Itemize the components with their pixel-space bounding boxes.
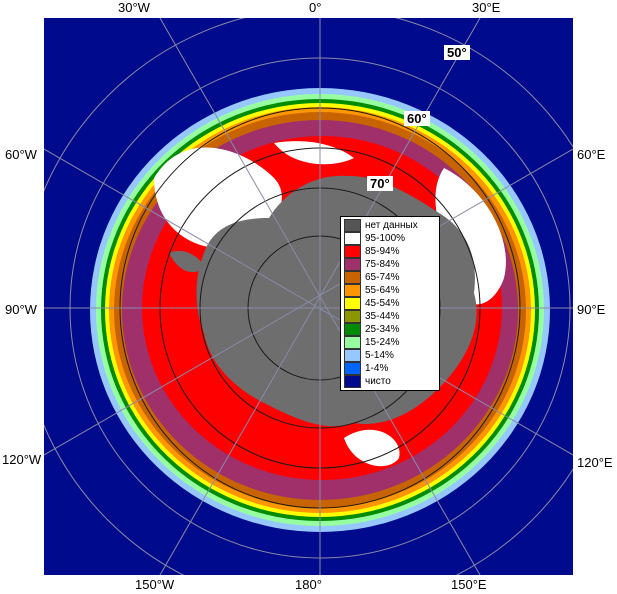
legend-label: 75-84% xyxy=(365,259,400,270)
antarctic-peninsula xyxy=(169,250,204,273)
legend-item: чисто xyxy=(344,375,436,388)
legend-swatch xyxy=(344,219,361,232)
legend-label: 1-4% xyxy=(365,363,389,374)
meridian-30e-150w xyxy=(159,18,481,575)
legend-item: 1-4% xyxy=(344,362,436,375)
legend-label: 5-14% xyxy=(365,350,394,361)
lon-label-30e: 30°E xyxy=(472,0,501,15)
legend-item: 5-14% xyxy=(344,349,436,362)
lon-label-120e: 120°E xyxy=(577,455,613,470)
legend-swatch xyxy=(344,245,361,258)
legend-item: 35-44% xyxy=(344,310,436,323)
legend-swatch xyxy=(344,310,361,323)
lon-label-120w: 120°W xyxy=(2,452,42,467)
legend-item: 25-34% xyxy=(344,323,436,336)
lon-label-0: 0° xyxy=(309,0,322,15)
legend-swatch xyxy=(344,349,361,362)
lon-label-150w: 150°W xyxy=(135,577,175,592)
lat-label-70: 70° xyxy=(367,176,393,191)
legend-swatch xyxy=(344,336,361,349)
lon-label-90w: 90°W xyxy=(5,302,37,317)
lon-label-90e: 90°E xyxy=(577,302,606,317)
legend-label: чисто xyxy=(365,376,391,387)
legend-label: 35-44% xyxy=(365,311,400,322)
legend-swatch xyxy=(344,232,361,245)
legend-swatch xyxy=(344,297,361,310)
legend-swatch xyxy=(344,271,361,284)
legend-label: нет данных xyxy=(365,220,418,231)
legend-item: 15-24% xyxy=(344,336,436,349)
legend-label: 85-94% xyxy=(365,246,400,257)
meridian-60e-120w xyxy=(44,148,573,456)
legend-item: 65-74% xyxy=(344,271,436,284)
legend-label: 15-24% xyxy=(365,337,400,348)
legend-label: 95-100% xyxy=(365,233,406,244)
legend-item: 45-54% xyxy=(344,297,436,310)
legend-item: 55-64% xyxy=(344,284,436,297)
lon-label-60e: 60°E xyxy=(577,147,606,162)
meridians xyxy=(44,18,573,575)
map-legend: нет данных 95-100% 85-94% 75-84% 65-74% … xyxy=(340,216,440,391)
legend-item: 95-100% xyxy=(344,232,436,245)
lat-label-60: 60° xyxy=(404,111,430,126)
lat-label-50: 50° xyxy=(444,45,470,60)
legend-label: 25-34% xyxy=(365,324,400,335)
legend-swatch xyxy=(344,362,361,375)
lon-label-30w: 30°W xyxy=(118,0,150,15)
legend-label: 45-54% xyxy=(365,298,400,309)
ice-band-95-100-north xyxy=(274,141,354,165)
sea-ice-map xyxy=(44,18,573,575)
lon-label-180: 180° xyxy=(295,577,322,592)
legend-swatch xyxy=(344,323,361,336)
legend-swatch xyxy=(344,258,361,271)
legend-swatch xyxy=(344,284,361,297)
legend-item: 75-84% xyxy=(344,258,436,271)
legend-item: нет данных xyxy=(344,219,436,232)
legend-swatch xyxy=(344,375,361,388)
lon-label-60w: 60°W xyxy=(5,147,37,162)
legend-label: 55-64% xyxy=(365,285,400,296)
legend-label: 65-74% xyxy=(365,272,400,283)
legend-item: 85-94% xyxy=(344,245,436,258)
map-canvas xyxy=(44,18,573,575)
lon-label-150e: 150°E xyxy=(451,577,487,592)
ice-band-95-100-ross xyxy=(344,429,400,467)
